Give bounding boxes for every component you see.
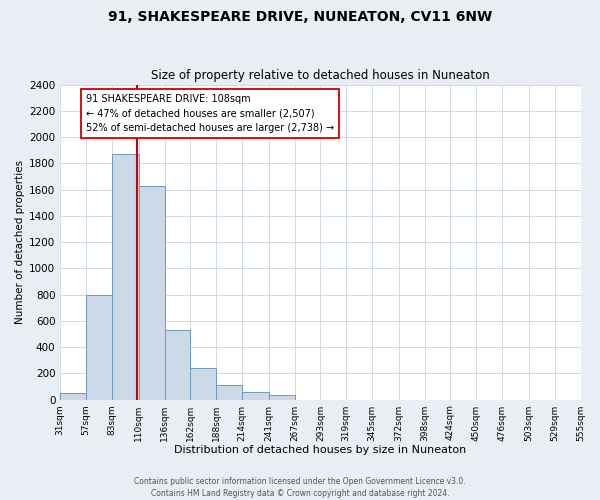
Bar [269,395,295,400]
Bar [216,385,242,400]
Text: 91, SHAKESPEARE DRIVE, NUNEATON, CV11 6NW: 91, SHAKESPEARE DRIVE, NUNEATON, CV11 6N… [108,10,492,24]
Text: Contains public sector information licensed under the Open Government Licence v3: Contains public sector information licen… [134,478,466,486]
Bar [190,368,216,400]
Bar [242,392,269,400]
Bar [112,154,139,400]
Bar [86,294,112,400]
Text: 91 SHAKESPEARE DRIVE: 108sqm
← 47% of detached houses are smaller (2,507)
52% of: 91 SHAKESPEARE DRIVE: 108sqm ← 47% of de… [86,94,334,134]
Title: Size of property relative to detached houses in Nuneaton: Size of property relative to detached ho… [151,69,490,82]
Text: Contains HM Land Registry data © Crown copyright and database right 2024.: Contains HM Land Registry data © Crown c… [151,488,449,498]
X-axis label: Distribution of detached houses by size in Nuneaton: Distribution of detached houses by size … [174,445,467,455]
Y-axis label: Number of detached properties: Number of detached properties [15,160,25,324]
Bar [139,186,164,400]
Bar [164,330,190,400]
Bar [60,393,86,400]
